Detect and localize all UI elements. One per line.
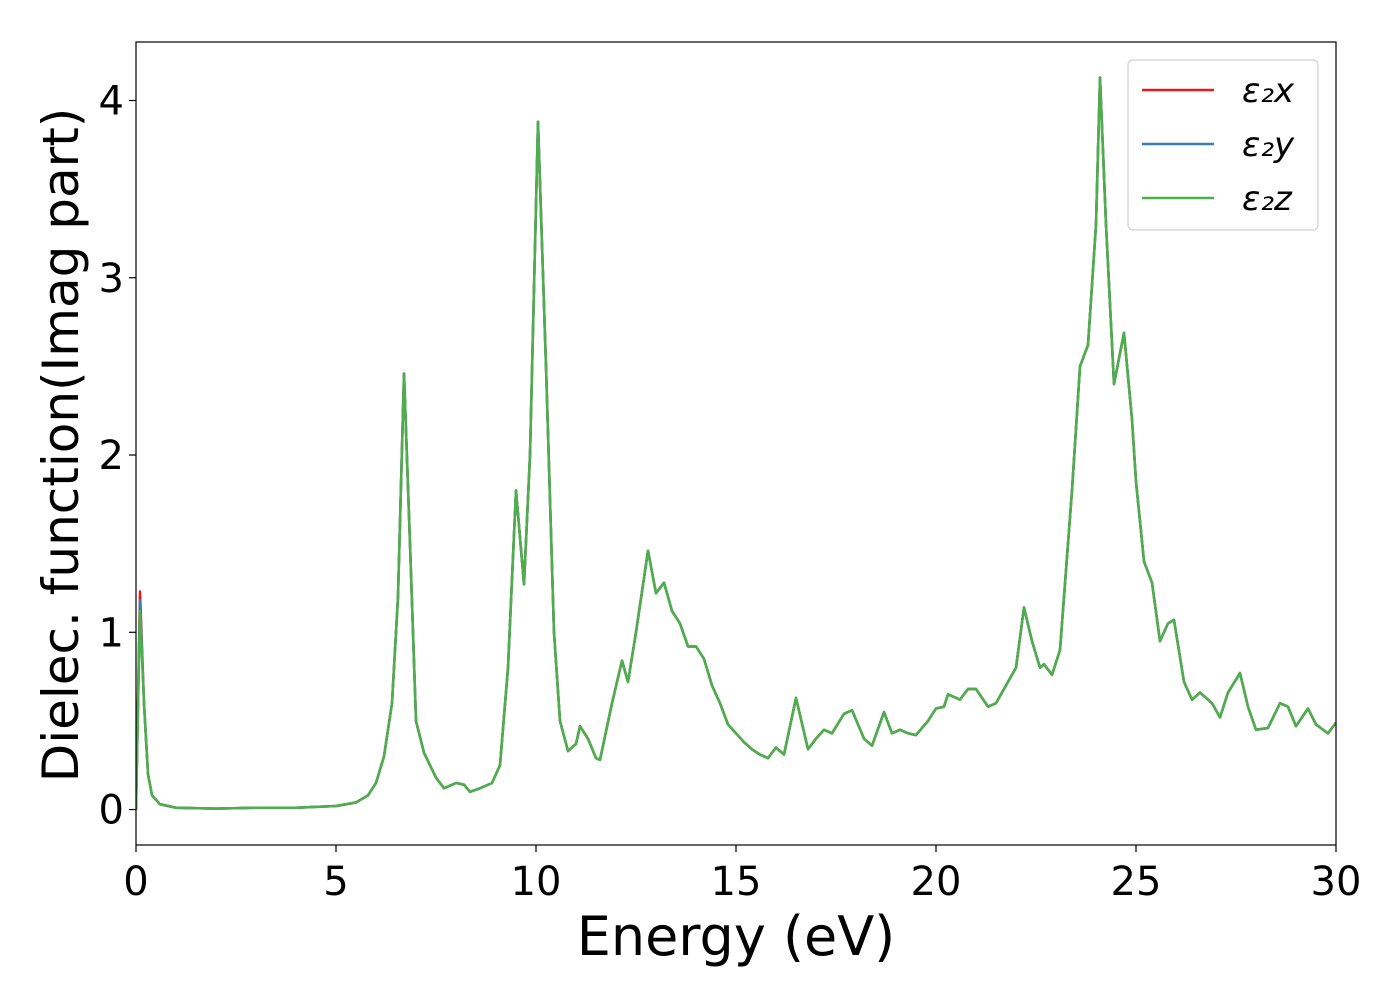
legend-label: ε₂x [1242, 71, 1295, 111]
x-tick-label: 30 [1311, 859, 1362, 905]
x-tick-label: 0 [123, 859, 148, 905]
y-tick-label: 0 [99, 788, 124, 834]
x-tick-label: 20 [911, 859, 962, 905]
series-line [136, 76, 1336, 810]
x-tick-label: 15 [711, 859, 762, 905]
x-tick-label: 5 [323, 859, 348, 905]
y-axis-label: Dielec. function(Imag part) [32, 108, 90, 783]
legend-box [1127, 59, 1319, 231]
x-tick-label: 25 [1111, 859, 1162, 905]
y-tick-label: 2 [99, 433, 124, 479]
x-tick-label: 10 [511, 859, 562, 905]
legend-label: ε₂y [1242, 125, 1295, 165]
legend-label: ε₂z [1242, 179, 1293, 219]
y-tick-label: 3 [99, 256, 124, 302]
y-tick-label: 4 [99, 78, 124, 124]
x-axis-label: Energy (eV) [577, 905, 896, 968]
y-tick-label: 1 [99, 610, 124, 656]
